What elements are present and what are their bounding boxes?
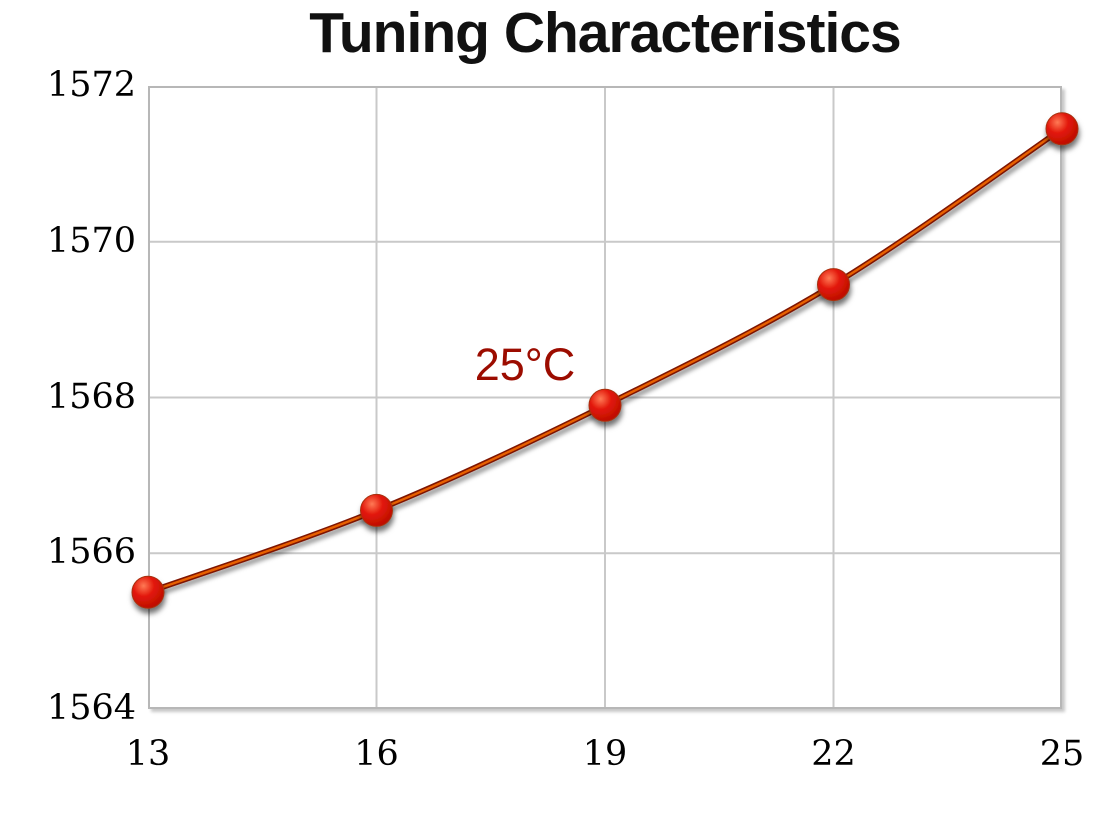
y-axis-tick-label: 1564 <box>46 688 136 728</box>
plot-border <box>148 86 1062 709</box>
y-axis-tick-label: 1566 <box>46 532 136 573</box>
x-axis-tick-label: 13 <box>125 734 171 774</box>
x-axis-tick-label: 16 <box>354 734 399 774</box>
series-temperature-annotation: 25°C <box>474 338 576 390</box>
data-point-marker <box>1045 112 1079 146</box>
chart-title: Tuning Characteristics <box>309 1 901 65</box>
series-markers <box>131 112 1079 609</box>
x-axis-tick-label: 19 <box>582 734 628 774</box>
data-point-marker <box>588 388 622 422</box>
x-axis-tick-label: 22 <box>811 734 856 774</box>
data-point-marker <box>131 575 165 609</box>
x-axis-tick-label: 25 <box>1039 734 1085 774</box>
plot-area <box>131 86 1079 709</box>
y-axis-tick-label: 1568 <box>46 376 136 417</box>
y-axis-tick-label: 1572 <box>46 65 136 105</box>
y-axis-tick-label: 1570 <box>46 220 136 261</box>
data-point-marker <box>817 268 850 302</box>
data-point-marker <box>360 493 393 527</box>
line-chart-svg <box>131 86 1079 709</box>
